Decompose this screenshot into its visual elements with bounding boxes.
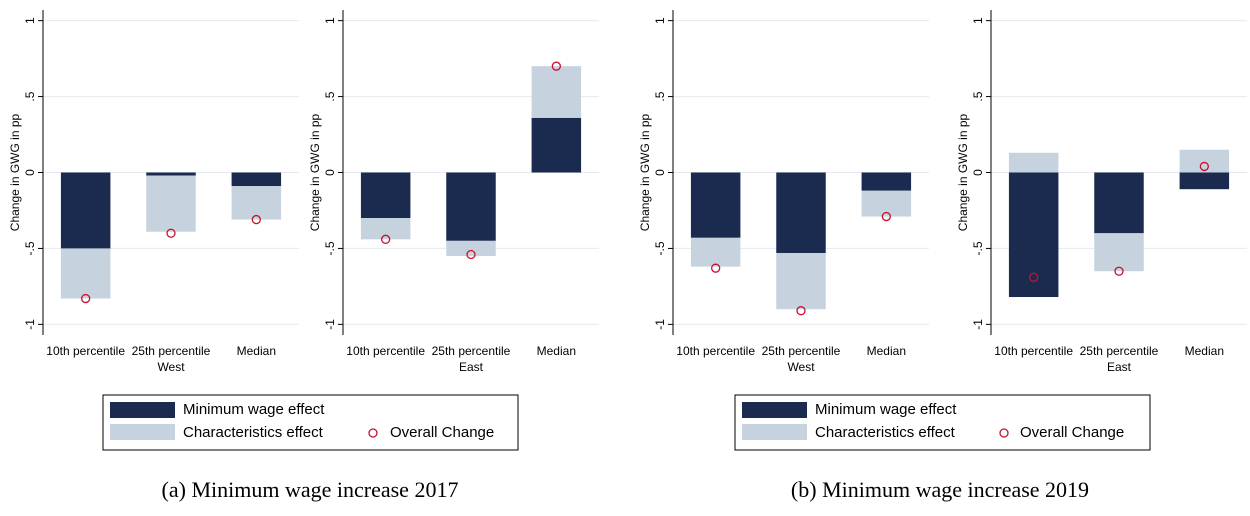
bar-segment xyxy=(446,240,496,257)
bar-segment xyxy=(446,172,496,241)
x-tick-label: 25th percentile xyxy=(762,344,841,358)
legend: Minimum wage effect Characteristics effe… xyxy=(102,394,519,451)
bar-segment xyxy=(690,172,741,238)
overall-change-marker xyxy=(1029,272,1039,282)
x-axis-title: East xyxy=(459,360,484,374)
bar-segment xyxy=(776,172,826,253)
y-tick-label: -1 xyxy=(971,319,985,330)
y-axis-title: Change in GWG in pp xyxy=(8,113,22,231)
legend-marker xyxy=(999,428,1009,438)
y-tick-label: .5 xyxy=(323,91,337,101)
x-axis-title: West xyxy=(787,360,815,374)
legend-swatch xyxy=(742,402,807,418)
legend-label: Minimum wage effect xyxy=(815,401,957,418)
overall-change-marker xyxy=(381,234,391,244)
overall-change-marker xyxy=(1199,161,1209,172)
y-tick-label: .5 xyxy=(971,91,985,101)
y-tick-label: .5 xyxy=(23,91,37,101)
x-tick-label: 25th percentile xyxy=(132,344,211,358)
overall-change-marker xyxy=(251,214,261,225)
bar-segment xyxy=(1008,152,1059,173)
bar-segment xyxy=(360,172,411,219)
overall-change-marker xyxy=(881,211,891,222)
y-tick-label: 1 xyxy=(323,17,337,24)
y-tick-label: 0 xyxy=(971,169,985,176)
x-tick-label: 10th percentile xyxy=(676,344,755,358)
legend: Minimum wage effect Characteristics effe… xyxy=(734,394,1151,451)
y-tick-label: 1 xyxy=(653,17,667,24)
y-tick-label: -.5 xyxy=(971,241,985,255)
caption: (a) Minimum wage increase 2017 xyxy=(162,477,459,502)
bar-segment xyxy=(60,248,111,299)
overall-change-marker xyxy=(551,61,561,71)
y-axis-title: Change in GWG in pp xyxy=(308,113,322,231)
y-tick-label: 0 xyxy=(323,169,337,176)
y-tick-label: -1 xyxy=(653,319,667,330)
overall-change-marker xyxy=(81,293,91,304)
overall-change-marker xyxy=(711,263,721,273)
overall-change-marker xyxy=(1114,266,1124,276)
bar-segment xyxy=(1179,172,1230,190)
y-tick-label: -.5 xyxy=(23,241,37,255)
legend-label: Overall Change xyxy=(390,424,494,441)
bar-segment xyxy=(231,172,282,187)
legend-label: Minimum wage effect xyxy=(183,401,325,418)
y-axis-title: Change in GWG in pp xyxy=(638,113,652,231)
bar-segment xyxy=(1094,233,1144,272)
bar-segment xyxy=(861,172,912,191)
x-axis-title: West xyxy=(157,360,185,374)
bar-segment xyxy=(146,175,196,232)
bar-segment xyxy=(1179,149,1230,173)
overall-change-marker xyxy=(166,228,176,238)
x-tick-label: Median xyxy=(237,344,276,358)
x-tick-label: Median xyxy=(1185,344,1224,358)
y-axis-title: Change in GWG in pp xyxy=(956,113,970,231)
bar-segment xyxy=(1008,172,1059,298)
y-tick-label: 1 xyxy=(23,17,37,24)
x-tick-label: Median xyxy=(867,344,906,358)
x-tick-label: 10th percentile xyxy=(994,344,1073,358)
x-tick-label: 10th percentile xyxy=(46,344,125,358)
legend-swatch xyxy=(110,424,175,440)
x-axis-title: East xyxy=(1107,360,1132,374)
y-tick-label: 0 xyxy=(23,169,37,176)
overall-change-marker xyxy=(466,249,476,260)
legend-label: Characteristics effect xyxy=(183,424,324,441)
y-tick-label: 0 xyxy=(653,169,667,176)
x-tick-label: 25th percentile xyxy=(432,344,511,358)
legend-label: Overall Change xyxy=(1020,424,1124,441)
legend-swatch xyxy=(110,402,175,418)
bar-segment xyxy=(1094,172,1144,234)
y-tick-label: 1 xyxy=(971,17,985,24)
legend-label: Characteristics effect xyxy=(815,424,956,441)
x-tick-label: 25th percentile xyxy=(1080,344,1159,358)
bar-segment xyxy=(360,218,411,240)
x-tick-label: Median xyxy=(537,344,576,358)
bar-segment xyxy=(146,172,196,176)
bar-segment xyxy=(60,172,111,249)
y-tick-label: -.5 xyxy=(323,241,337,255)
bar-segment xyxy=(776,252,826,310)
legend-swatch xyxy=(742,424,807,440)
y-tick-label: .5 xyxy=(653,91,667,101)
bar-segment xyxy=(531,117,582,173)
y-tick-label: -.5 xyxy=(653,241,667,255)
overall-change-marker xyxy=(796,306,806,316)
legend-marker xyxy=(368,428,378,438)
x-tick-label: 10th percentile xyxy=(346,344,425,358)
bar-segment xyxy=(231,186,282,220)
caption: (b) Minimum wage increase 2019 xyxy=(791,477,1089,502)
y-tick-label: -1 xyxy=(323,319,337,330)
bar-segment xyxy=(690,237,741,267)
bar-segment xyxy=(531,66,582,118)
y-tick-label: -1 xyxy=(23,319,37,330)
